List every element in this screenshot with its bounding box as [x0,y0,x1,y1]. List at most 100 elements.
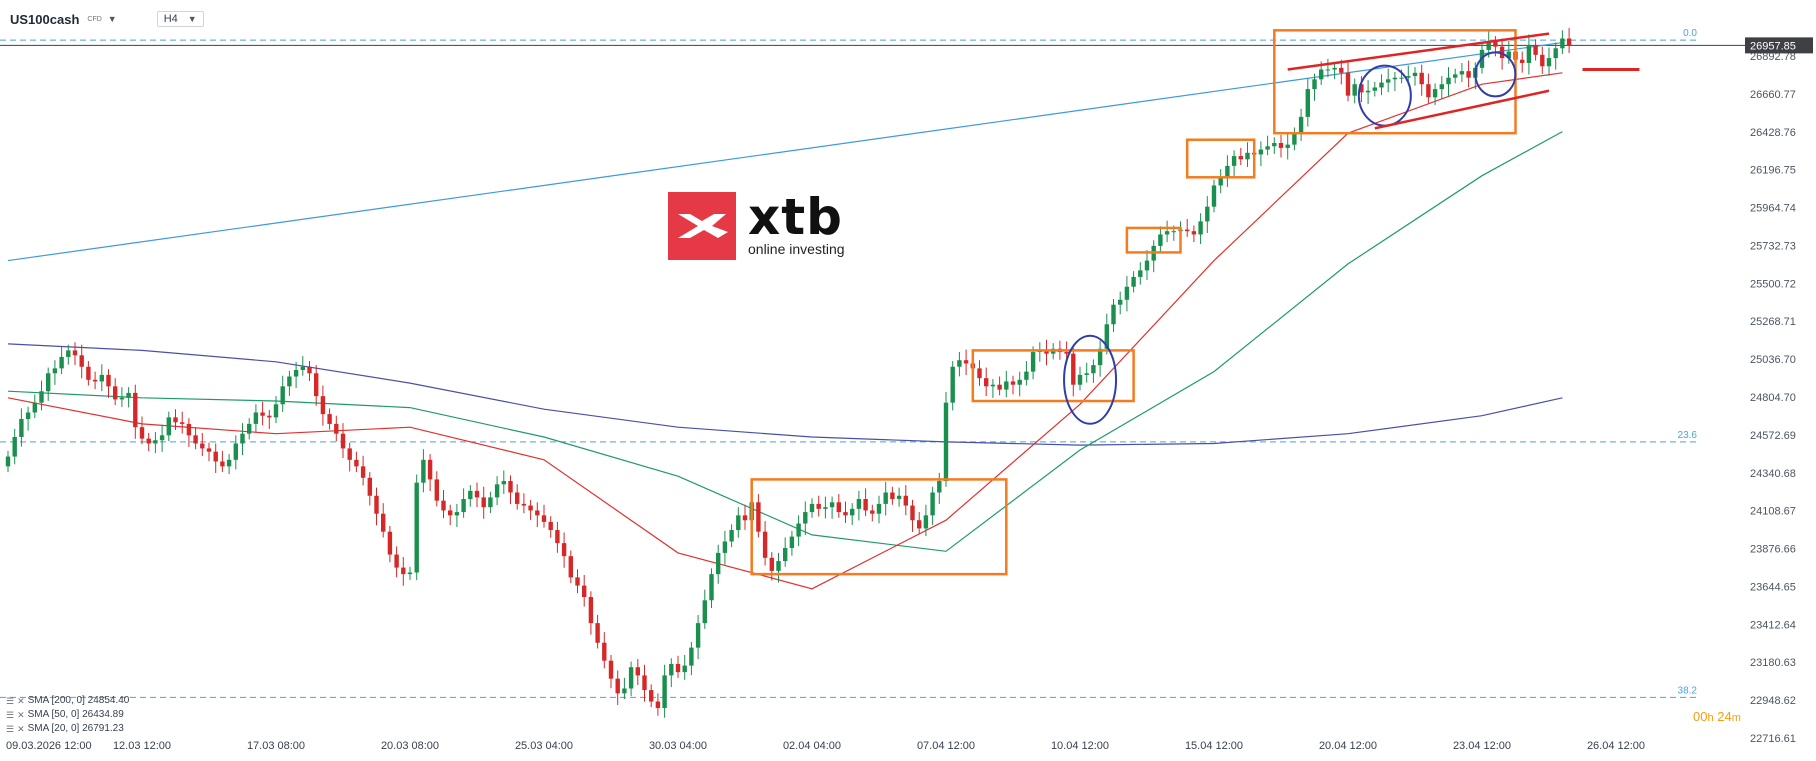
price-tick-label: 25500.72 [1750,278,1796,290]
candle-body [1298,116,1304,134]
candle-body [528,505,533,511]
candle-body [1030,352,1036,372]
candle-body [1211,185,1217,207]
timeframe-select[interactable]: H4 ▼ [156,11,204,27]
candle-body [1520,59,1525,63]
candle-body [381,513,386,532]
highlight-box [1185,138,1256,179]
candle-body [521,503,527,506]
symbol-type: CFD [87,15,102,23]
candle-body [414,482,419,573]
fib-label: 38.2 [1678,685,1698,696]
candle-body [1131,276,1136,287]
candle-body [950,366,955,403]
candle-body [126,392,131,398]
candle-body [32,402,37,413]
candle-body [1231,156,1237,166]
candle-body [1493,41,1498,47]
close-icon[interactable]: ✕ [17,696,25,706]
candle-body [561,543,567,557]
legend-item[interactable]: ☰ ✕ SMA [20, 0] 26791.23 [6,722,129,736]
candle-body [1218,177,1223,186]
candle-body [1566,38,1572,46]
price-tick-label: 23412.64 [1750,619,1796,631]
candle-body [977,368,982,379]
candle-body [454,512,460,516]
candle-body [1412,72,1418,77]
candle-body [588,597,594,624]
candle-body [1138,270,1143,277]
candle-body [1506,51,1511,59]
legend-label: SMA [50, 0] 26434.89 [27,709,124,720]
price-tick-label: 25732.73 [1750,240,1796,252]
candle-body [1546,58,1552,67]
candle-body [1540,54,1545,67]
candle-body [12,436,17,457]
moving-averages [7,41,1563,590]
candle-body [568,556,573,578]
candle-body [1553,48,1558,59]
price-tick-label: 25268.71 [1750,316,1796,328]
candle-body [615,678,620,694]
xtb-logo-mark [668,192,736,260]
close-icon[interactable]: ✕ [17,710,25,720]
candle-body [52,368,58,374]
candle-body [159,435,165,441]
candle-body [742,515,748,521]
candle-body [856,499,862,509]
legend-item[interactable]: ☰ ✕ SMA [200, 0] 24854.40 [6,694,129,708]
candle-body [501,481,506,485]
time-tick-label: 07.04 12:00 [917,740,975,752]
candle-body [1325,69,1331,71]
candle-body [1499,46,1505,59]
candle-body [796,523,801,537]
settings-icon[interactable]: ☰ [6,696,15,706]
candle-body [1399,77,1404,79]
candle-body [1439,84,1444,90]
candle-body [146,438,151,444]
sma-line [7,343,1563,446]
candle-body [494,484,500,498]
candle-body [86,366,91,380]
symbol-dropdown-icon[interactable]: ▼ [107,14,117,24]
candle-body [716,552,721,575]
candle-body [180,422,185,424]
symbol-name[interactable]: US100cash [10,11,80,27]
candle-body [870,510,875,514]
price-tick-label: 25036.70 [1750,354,1796,366]
candle-body [72,350,78,356]
candle-body [1278,143,1284,148]
price-tick-label: 23644.65 [1750,581,1796,593]
candle-body [46,373,51,392]
candle-body [1345,72,1351,96]
candle-body [139,427,145,439]
close-icon[interactable]: ✕ [17,724,25,734]
candle-body [722,541,728,553]
candle-body [809,503,815,513]
candle-body [1124,286,1130,300]
candle-body [917,520,922,529]
candle-body [253,412,259,424]
candle-body [320,396,326,415]
candle-body [1104,324,1109,349]
candle-body [240,433,245,444]
legend-item[interactable]: ☰ ✕ SMA [50, 0] 26434.89 [6,708,129,722]
settings-icon[interactable]: ☰ [6,724,15,734]
time-tick-label: 26.04 12:00 [1587,740,1645,752]
candle-body [1459,71,1465,75]
highlight-circle [1474,51,1517,98]
candle-body [1144,260,1150,271]
settings-icon[interactable]: ☰ [6,710,15,720]
candle-body [1339,67,1344,73]
candle-body [555,530,560,544]
candle-body [1017,379,1022,385]
price-tick-label: 25964.74 [1750,203,1796,215]
candle-body [267,415,272,418]
candle-body [92,379,98,382]
candle-body [923,515,929,529]
candle-body [1077,374,1083,385]
candles [5,27,1572,718]
candle-body [1272,143,1277,147]
candle-countdown: 00h 24m [1693,709,1741,724]
